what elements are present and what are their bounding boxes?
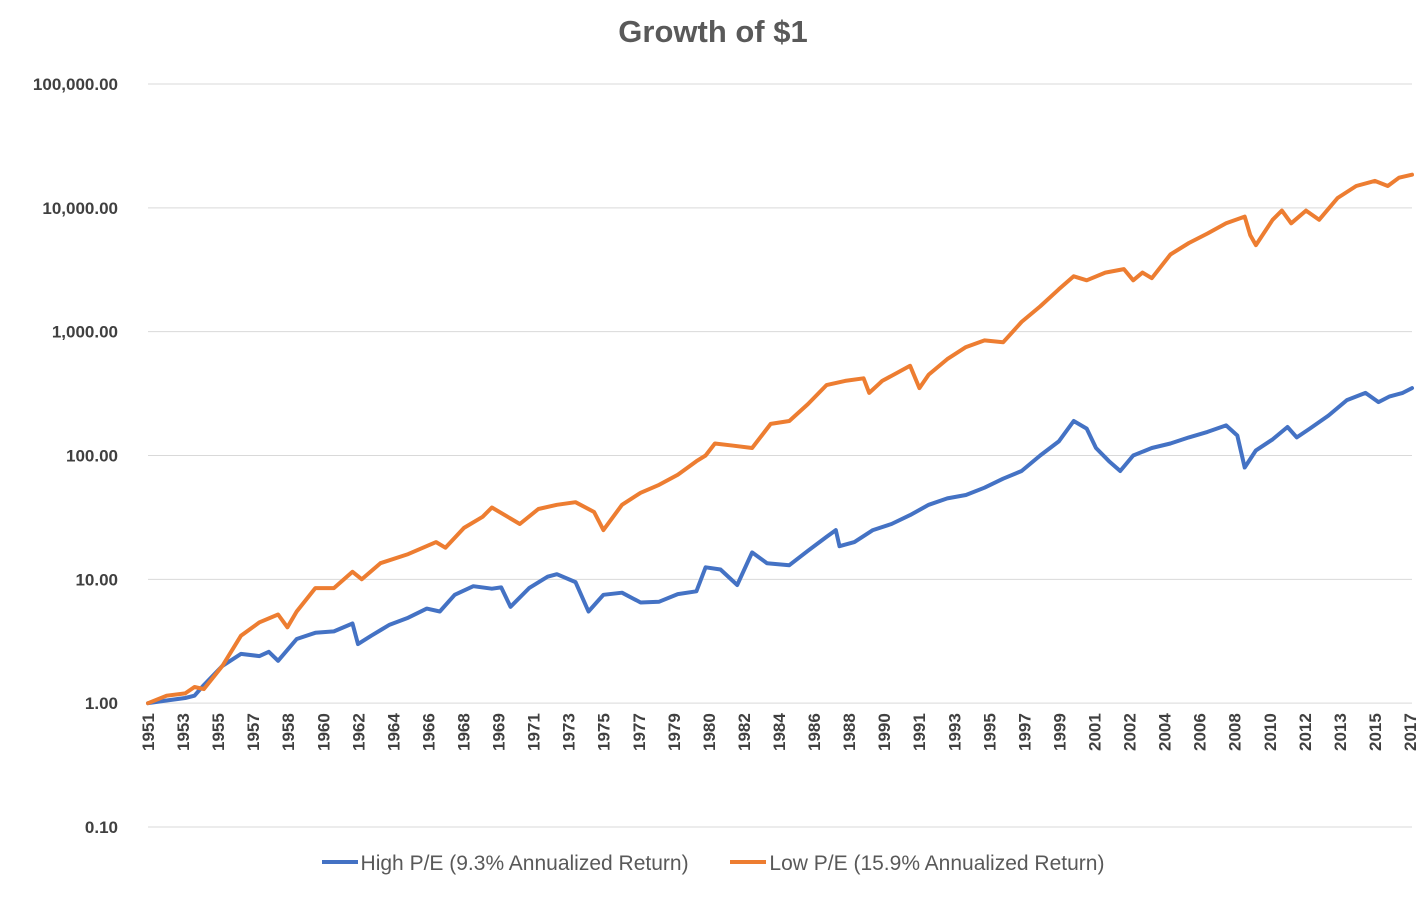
- x-tick-label: 2010: [1261, 713, 1280, 751]
- x-tick-label: 2013: [1331, 713, 1350, 751]
- x-tick-label: 2012: [1296, 713, 1315, 751]
- y-tick-label: 0.10: [85, 818, 118, 837]
- y-tick-label: 100,000.00: [33, 75, 118, 94]
- x-tick-label: 1986: [805, 713, 824, 751]
- x-tick-label: 2015: [1366, 713, 1385, 751]
- legend-label-low-pe: Low P/E (15.9% Annualized Return): [769, 852, 1105, 875]
- legend-swatch-high-pe: [321, 860, 358, 865]
- x-tick-label: 1984: [770, 713, 789, 751]
- legend-item-high-pe[interactable]: High P/E (9.3% Annualized Return): [321, 852, 689, 876]
- x-tick-label: 1971: [525, 713, 544, 751]
- series-line-high-pe: [146, 386, 1414, 706]
- x-tick-label: 1975: [595, 713, 614, 751]
- x-tick-label: 1964: [384, 713, 403, 751]
- chart-title: Growth of $1: [618, 14, 808, 49]
- x-tick-label: 1982: [735, 713, 754, 751]
- x-tick-label: 2017: [1401, 713, 1420, 751]
- x-tick-label: 1980: [700, 713, 719, 751]
- x-tick-label: 1973: [560, 713, 579, 751]
- y-tick-label: 100.00: [66, 447, 118, 466]
- y-tick-label: 10,000.00: [42, 199, 118, 218]
- grid-lines: [148, 83, 1412, 828]
- x-tick-label: 2002: [1121, 713, 1140, 751]
- y-axis-tick-labels: 100,000.00 10,000.00 1,000.00 100.00 10.00 1.…: [33, 75, 118, 837]
- legend-label-high-pe: High P/E (9.3% Annualized Return): [360, 852, 689, 875]
- series-lines: [146, 172, 1414, 706]
- x-tick-label: 2006: [1191, 713, 1210, 751]
- x-tick-label: 1993: [945, 713, 964, 751]
- x-tick-label: 1951: [139, 713, 158, 751]
- x-tick-label: 1969: [490, 713, 509, 751]
- legend-swatch-low-pe: [730, 860, 767, 865]
- x-tick-label: 1966: [419, 713, 438, 751]
- legend: High P/E (9.3% Annualized Return) Low P/…: [0, 852, 1426, 876]
- x-tick-label: 1979: [665, 713, 684, 751]
- y-tick-label: 1,000.00: [52, 323, 118, 342]
- x-tick-label: 1990: [875, 713, 894, 751]
- x-tick-label: 2004: [1156, 713, 1175, 751]
- series-line-low-pe: [146, 172, 1414, 706]
- x-tick-label: 1999: [1050, 713, 1069, 751]
- x-axis-tick-labels: 1951 1953 1955 1957 1958 1960 1962 1964 1966 1968…: [139, 713, 1420, 751]
- y-tick-label: 1.00: [85, 694, 118, 713]
- x-tick-label: 1988: [840, 713, 859, 751]
- x-tick-label: 1968: [455, 713, 474, 751]
- x-tick-label: 1953: [174, 713, 193, 751]
- x-tick-label: 1958: [279, 713, 298, 751]
- x-tick-label: 2001: [1086, 713, 1105, 751]
- x-tick-label: 1977: [630, 713, 649, 751]
- x-tick-label: 1960: [314, 713, 333, 751]
- y-tick-label: 10.00: [75, 570, 118, 589]
- x-tick-label: 1955: [209, 713, 228, 751]
- x-tick-label: 1997: [1015, 713, 1034, 751]
- x-tick-label: 1957: [244, 713, 263, 751]
- x-tick-label: 1991: [910, 713, 929, 751]
- legend-item-low-pe[interactable]: Low P/E (15.9% Annualized Return): [730, 852, 1104, 876]
- x-tick-label: 2008: [1226, 713, 1245, 751]
- x-tick-label: 1995: [980, 713, 999, 751]
- x-tick-label: 1962: [349, 713, 368, 751]
